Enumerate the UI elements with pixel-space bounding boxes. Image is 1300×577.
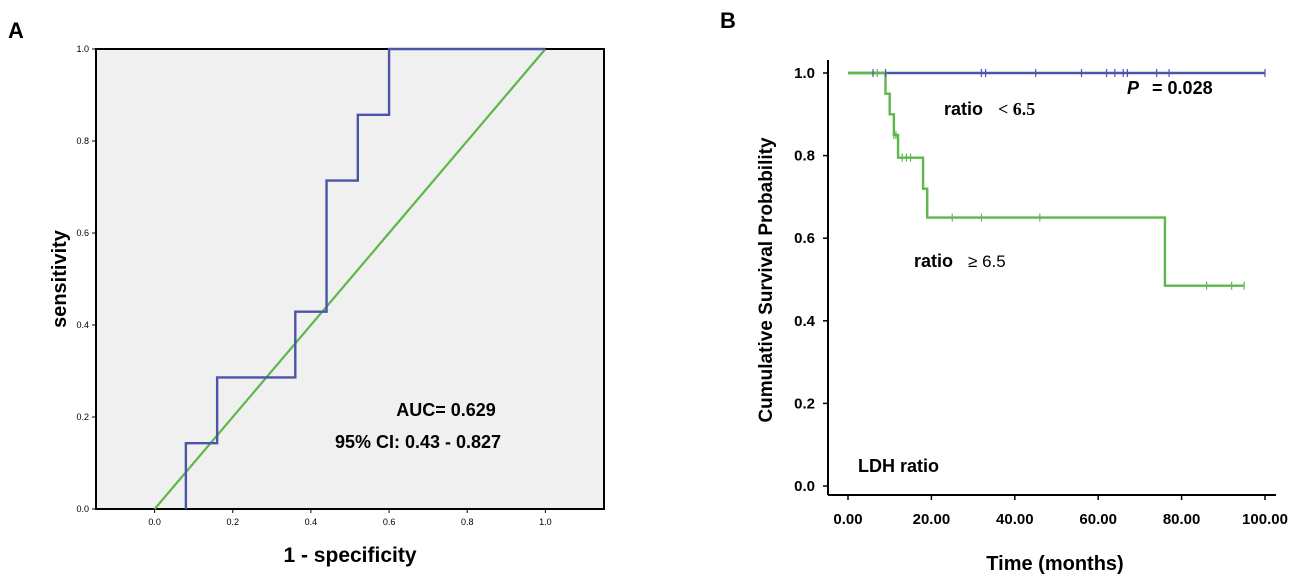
label-ratio-high-symbol: ≥ 6.5 [968, 252, 1006, 271]
label-ratio-high: ratio ≥ 6.5 [914, 251, 1006, 271]
roc-y-tick-label: 0.8 [76, 136, 89, 146]
km-x-tick-label: 80.00 [1163, 511, 1201, 528]
ldh-ratio-label: LDH ratio [858, 456, 939, 476]
roc-x-tick-label: 0.8 [461, 517, 474, 527]
roc-x-tick-label: 0.2 [227, 517, 240, 527]
km-curve-ratio-high [848, 71, 1245, 287]
km-x-tick-label: 100.00 [1242, 511, 1288, 528]
km-y-tick-label: 1.0 [794, 65, 815, 82]
km-y-tick-label: 0.6 [794, 230, 815, 247]
km-axis-ticks: 0.00 20.00 40.00 60.00 80.00 100.00 0.0 0.2 0.4 0… [794, 65, 1288, 528]
km-y-tick-label: 0.4 [794, 313, 816, 330]
km-y-tick-label: 0.0 [794, 478, 815, 495]
km-y-axis-label: Cumulative Survival Probability [756, 137, 777, 423]
label-ratio-low-symbol: < 6.5 [998, 99, 1035, 119]
p-value-annotation: P = 0.028 [1127, 78, 1213, 98]
km-censor-marks [872, 69, 1266, 290]
roc-chart: 0.0 0.2 0.4 0.6 0.8 1.0 0.0 0.2 0.4 0.6 0.8 1.0 AUC… [49, 44, 605, 567]
roc-x-axis-label: 1 - specificity [283, 544, 416, 567]
roc-x-tick-label: 0.4 [305, 517, 318, 527]
roc-curve [184, 47, 546, 509]
km-x-tick-label: 60.00 [1079, 511, 1117, 528]
roc-y-tick-label: 0.2 [76, 412, 89, 422]
panel-letter-a: A [8, 18, 24, 43]
km-y-tick-label: 0.2 [794, 395, 815, 412]
km-y-tick-label: 0.8 [794, 148, 815, 165]
p-value: = 0.028 [1152, 78, 1213, 98]
roc-y-tick-label: 0.6 [76, 228, 89, 238]
roc-y-tick-label: 1.0 [76, 44, 89, 54]
roc-x-tick-label: 1.0 [539, 517, 552, 527]
roc-axis-ticks: 0.0 0.2 0.4 0.6 0.8 1.0 0.0 0.2 0.4 0.6 0.8 1.0 [76, 44, 551, 527]
label-ratio-high-word: ratio [914, 251, 953, 271]
roc-y-axis-label: sensitivity [49, 229, 71, 328]
roc-y-tick-label: 0.0 [76, 504, 89, 514]
km-x-tick-label: 20.00 [913, 511, 951, 528]
roc-y-tick-label: 0.4 [76, 320, 89, 330]
km-chart: 0.00 20.00 40.00 60.00 80.00 100.00 0.0 0.2 0.4 0… [756, 60, 1288, 575]
p-label: P [1127, 78, 1140, 98]
km-x-tick-label: 40.00 [996, 511, 1034, 528]
ci-annotation: 95% CI: 0.43 - 0.827 [335, 432, 501, 452]
roc-x-tick-label: 0.0 [148, 517, 161, 527]
panel-letter-b: B [720, 8, 736, 33]
km-x-tick-label: 0.00 [833, 511, 862, 528]
label-ratio-low-word: ratio [944, 99, 983, 119]
label-ratio-low: ratio < 6.5 [944, 99, 1035, 119]
km-x-axis-label: Time (months) [986, 553, 1123, 575]
auc-annotation: AUC= 0.629 [396, 400, 496, 420]
roc-reference-line [153, 48, 547, 510]
roc-x-tick-label: 0.6 [383, 517, 396, 527]
